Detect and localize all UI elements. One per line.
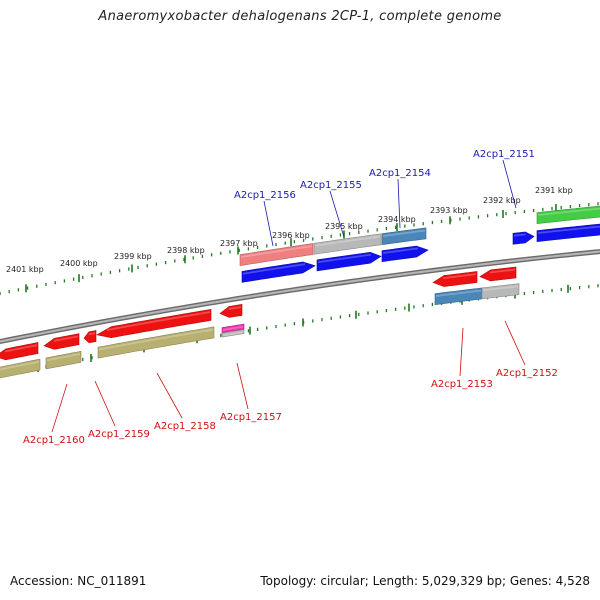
gene-red-f-body bbox=[432, 271, 478, 287]
genome-summary: Topology: circular; Length: 5,029,329 bp… bbox=[260, 574, 590, 588]
scale-label: 2401 kbp bbox=[6, 265, 44, 274]
gene-label-bottom: A2cp1_2153 bbox=[431, 379, 493, 390]
gene-red-a-highlight bbox=[5, 344, 37, 353]
scale-label: 2391 kbp bbox=[535, 186, 573, 195]
gene-blue-a-body bbox=[241, 261, 316, 283]
gene-olive-c bbox=[97, 326, 215, 359]
gene-blue-c-body bbox=[381, 245, 429, 263]
gene-leader-top bbox=[263, 200, 274, 247]
gene-label-top: A2cp1_2151 bbox=[473, 149, 535, 160]
gene-gray-inner-highlight bbox=[483, 285, 518, 292]
gene-label-bottom: A2cp1_2160 bbox=[23, 435, 85, 446]
gene-pink-outer-highlight bbox=[241, 245, 312, 258]
gene-gray-outer bbox=[313, 233, 382, 255]
gene-red-d-highlight bbox=[107, 311, 210, 331]
gene-gray-small bbox=[221, 329, 245, 338]
gene-olive-a bbox=[0, 358, 41, 379]
gene-blue-c-highlight bbox=[383, 247, 418, 254]
gene-red-a bbox=[0, 342, 39, 361]
gene-blue-b-highlight bbox=[318, 253, 371, 264]
backbone-line bbox=[0, 250, 600, 343]
scale-label: 2392 kbp bbox=[483, 196, 521, 205]
gene-pink-outer bbox=[239, 243, 314, 267]
scale-label: 2395 kbp bbox=[325, 222, 363, 231]
gene-olive-a-highlight bbox=[0, 360, 39, 371]
gene-blue-e-highlight bbox=[538, 225, 600, 234]
gene-blue-d-highlight bbox=[514, 233, 526, 237]
gene-red-f-highlight bbox=[443, 273, 476, 280]
gene-label-bottom: A2cp1_2159 bbox=[88, 429, 150, 440]
gene-steel-outer-highlight bbox=[383, 229, 425, 237]
gene-leader-bottom bbox=[459, 327, 464, 377]
gene-red-f bbox=[432, 271, 478, 287]
gene-magenta-highlight bbox=[223, 325, 243, 331]
gene-blue-a-highlight bbox=[243, 263, 305, 275]
gene-red-d bbox=[96, 309, 212, 339]
gene-gray-outer-highlight bbox=[315, 235, 380, 247]
gene-red-c bbox=[83, 330, 97, 344]
gene-red-g bbox=[479, 266, 517, 282]
gene-steel-inner-highlight bbox=[436, 289, 481, 297]
gene-blue-c bbox=[381, 245, 429, 263]
gene-olive-c-highlight bbox=[99, 328, 213, 351]
gene-blue-e bbox=[536, 223, 600, 242]
gene-label-bottom: A2cp1_2152 bbox=[496, 368, 558, 379]
accession-text: Accession: NC_011891 bbox=[10, 574, 147, 588]
scale-label: 2400 kbp bbox=[60, 259, 98, 268]
gene-label-top: A2cp1_2155 bbox=[300, 180, 362, 191]
gene-steel-outer bbox=[381, 227, 427, 246]
gene-leader-bottom bbox=[504, 320, 526, 366]
gene-leader-top bbox=[502, 159, 517, 209]
gene-red-g-body bbox=[479, 266, 517, 282]
gene-leader-top bbox=[397, 178, 401, 229]
gene-label-bottom: A2cp1_2157 bbox=[220, 412, 282, 423]
gene-red-b-body bbox=[43, 333, 80, 350]
gene-olive-b bbox=[45, 350, 82, 370]
gene-leader-bottom bbox=[156, 372, 183, 419]
gene-leader-top bbox=[329, 190, 345, 238]
gene-label-top: A2cp1_2156 bbox=[234, 190, 296, 201]
map-title: Anaeromyxobacter dehalogenans 2CP-1, com… bbox=[98, 9, 502, 24]
gene-blue-d bbox=[512, 231, 535, 245]
scale-label: 2398 kbp bbox=[167, 246, 205, 255]
gene-red-b bbox=[43, 333, 80, 350]
scale-label: 2399 kbp bbox=[114, 252, 152, 261]
gene-label-bottom: A2cp1_2158 bbox=[154, 421, 216, 432]
gene-gray-small-highlight bbox=[223, 331, 243, 337]
gene-steel-inner bbox=[434, 287, 483, 306]
gene-red-c-body bbox=[83, 330, 97, 344]
gene-label-top: A2cp1_2154 bbox=[369, 168, 431, 179]
gene-red-e bbox=[219, 304, 243, 318]
gene-green bbox=[536, 205, 600, 224]
gene-blue-b-body bbox=[316, 251, 382, 272]
gene-gray-inner bbox=[481, 283, 520, 300]
scale-label: 2397 kbp bbox=[220, 239, 258, 248]
gene-red-g-highlight bbox=[490, 268, 515, 274]
scale-label: 2396 kbp bbox=[272, 231, 310, 240]
gene-red-c-highlight bbox=[88, 332, 95, 336]
scale-label: 2394 kbp bbox=[378, 215, 416, 224]
gene-leader-bottom bbox=[51, 383, 68, 433]
gene-blue-a bbox=[241, 261, 316, 283]
gene-olive-b-highlight bbox=[47, 353, 80, 362]
gene-leader-bottom bbox=[236, 362, 249, 410]
gene-blue-b bbox=[316, 251, 382, 272]
gene-red-e-body bbox=[219, 304, 243, 318]
gene-red-e-highlight bbox=[228, 306, 241, 310]
gene-green-highlight bbox=[538, 207, 600, 216]
gene-leader-bottom bbox=[94, 380, 116, 427]
scale-label: 2393 kbp bbox=[430, 206, 468, 215]
gene-magenta bbox=[221, 323, 245, 333]
gene-red-b-highlight bbox=[54, 335, 78, 342]
